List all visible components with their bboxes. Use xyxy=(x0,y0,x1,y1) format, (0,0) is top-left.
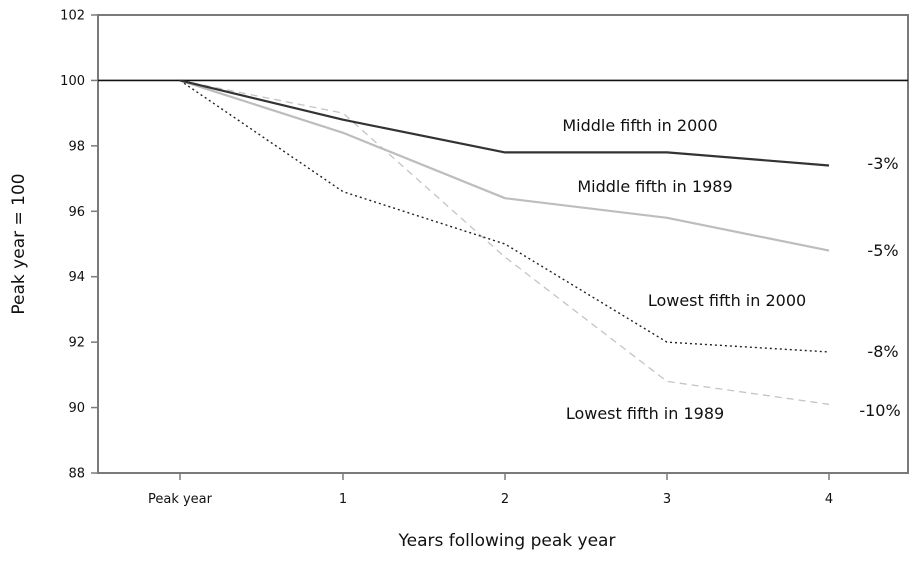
y-tick-label: 96 xyxy=(68,205,85,220)
x-tick-label: 1 xyxy=(339,492,347,507)
x-axis-title: Years following peak year xyxy=(398,531,616,551)
end-label-lowest-fifth-2000: -8% xyxy=(867,342,898,361)
series-label-middle-fifth-2000: Middle fifth in 2000 xyxy=(562,116,717,135)
y-tick-label: 98 xyxy=(68,139,85,154)
y-tick-label: 94 xyxy=(68,270,85,285)
x-tick-label: 3 xyxy=(663,492,671,507)
series-line-lowest-fifth-1989 xyxy=(179,79,830,405)
y-tick-label: 88 xyxy=(68,467,85,482)
y-tick-label: 90 xyxy=(68,401,85,416)
end-label-middle-fifth-1989: -5% xyxy=(867,241,898,260)
series-line-middle-fifth-1989 xyxy=(179,79,830,252)
series-line-lowest-fifth-2000 xyxy=(179,79,830,353)
series-label-middle-fifth-1989: Middle fifth in 1989 xyxy=(577,177,732,196)
x-tick-label: 2 xyxy=(501,492,509,507)
y-axis-title: Peak year = 100 xyxy=(9,173,29,314)
x-tick-label: Peak year xyxy=(148,492,213,507)
series-line-middle-fifth-2000 xyxy=(179,79,830,167)
end-label-middle-fifth-2000: -3% xyxy=(867,154,898,173)
end-label-lowest-fifth-1989: -10% xyxy=(859,401,900,420)
y-tick-label: 100 xyxy=(60,74,85,89)
plot-area-frame xyxy=(97,14,909,474)
y-tick-label: 102 xyxy=(60,9,85,24)
series-label-lowest-fifth-1989: Lowest fifth in 1989 xyxy=(566,404,724,423)
y-tick-label: 92 xyxy=(68,336,85,351)
x-tick-label: 4 xyxy=(825,492,833,507)
series-label-lowest-fifth-2000: Lowest fifth in 2000 xyxy=(648,291,806,310)
